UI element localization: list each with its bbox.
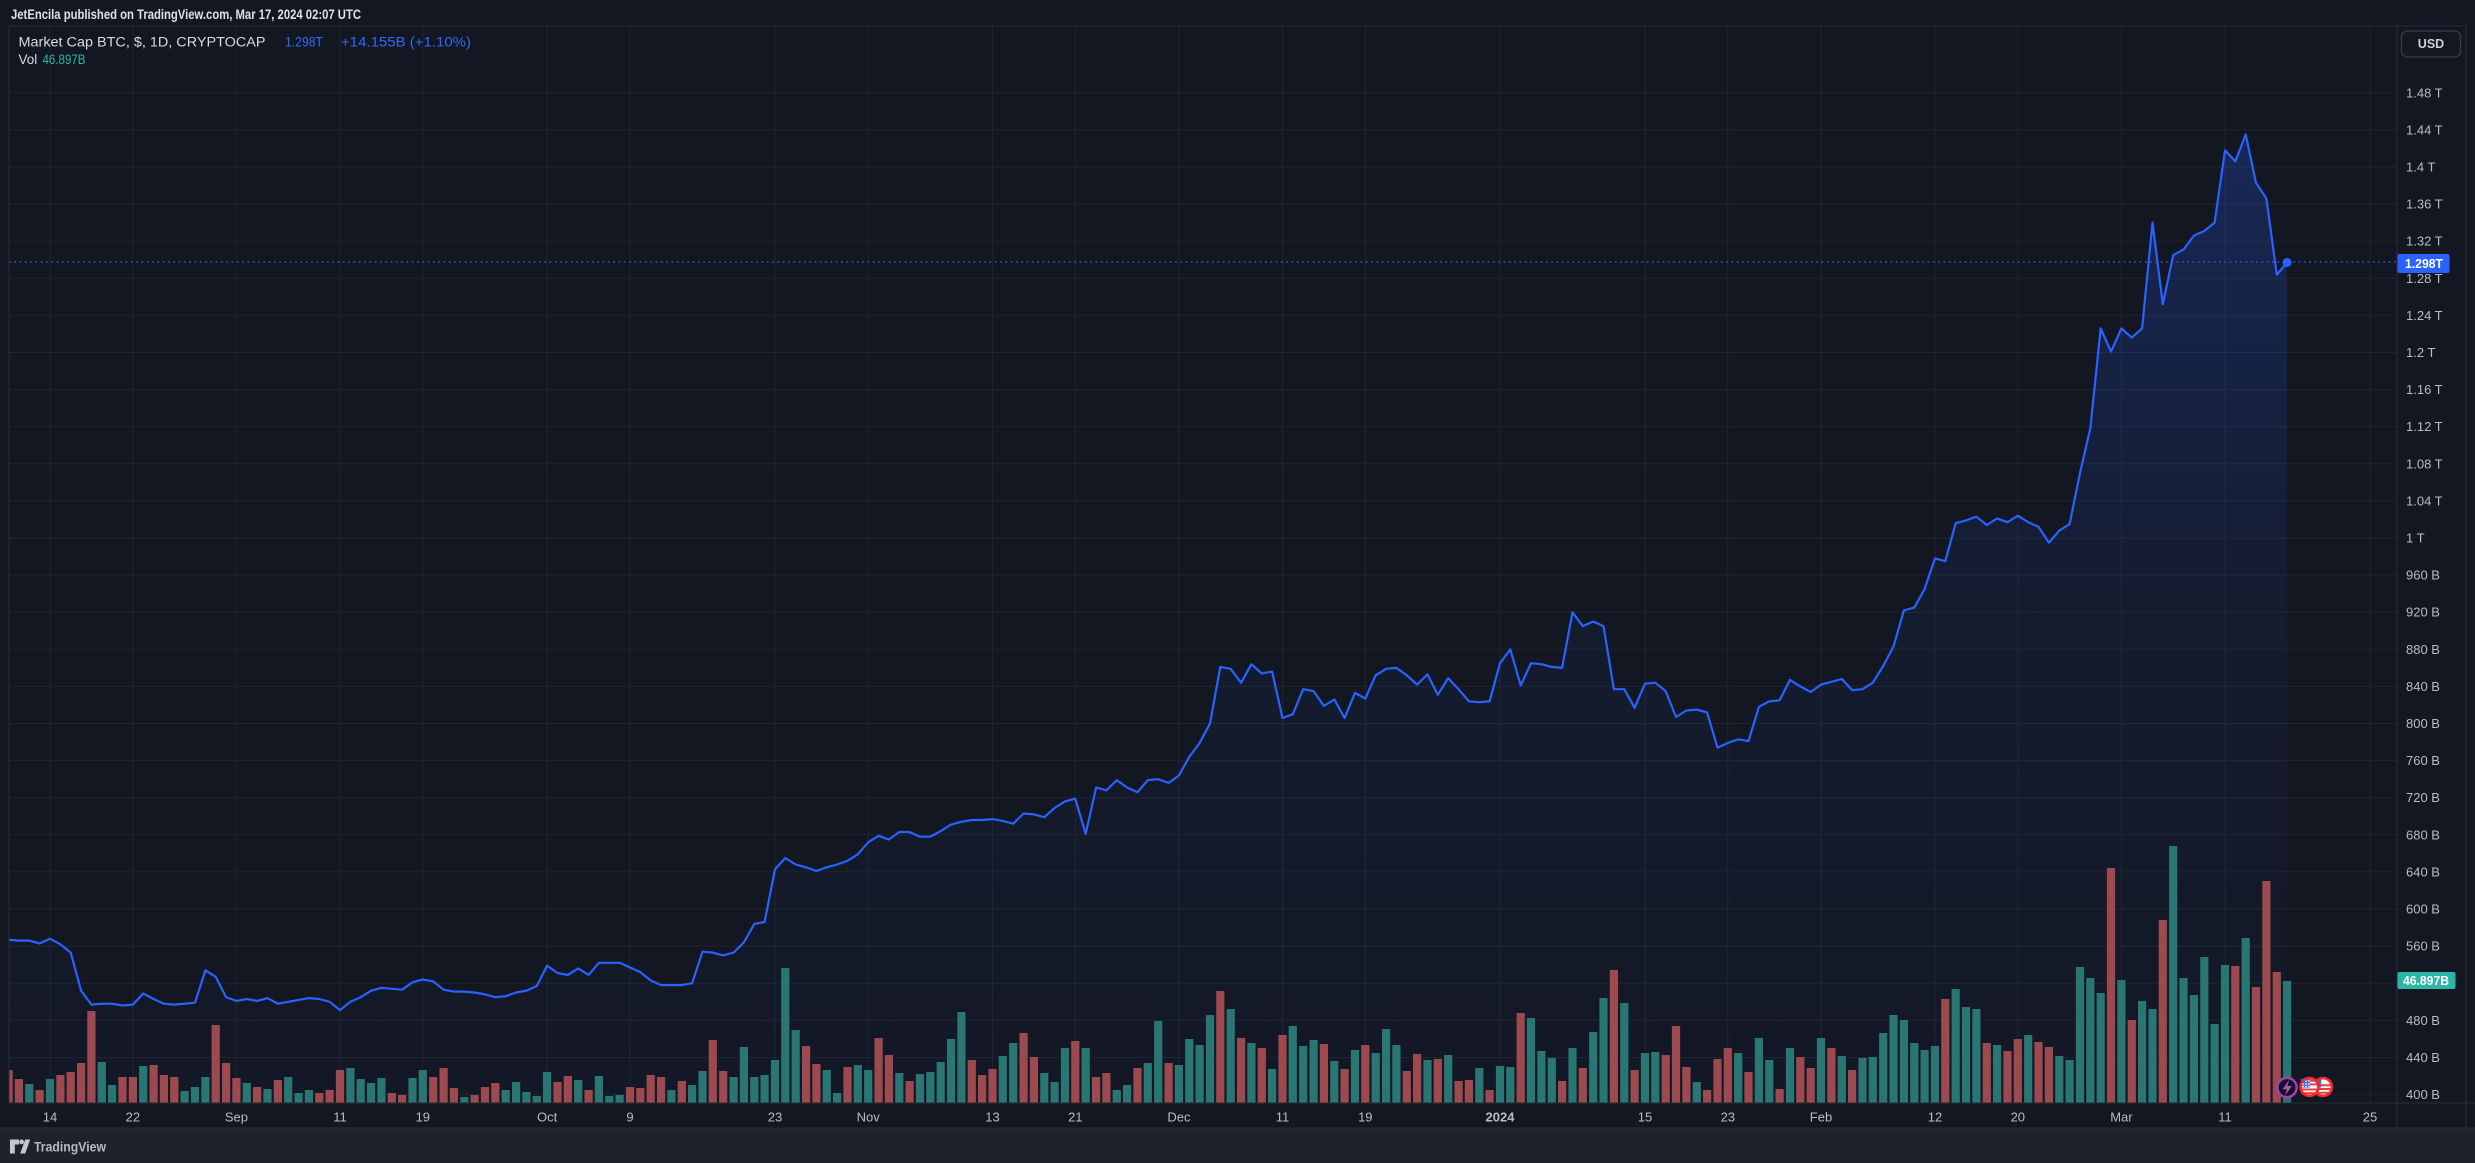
svg-text:11: 11 — [333, 1110, 347, 1125]
svg-text:21: 21 — [1068, 1110, 1082, 1125]
svg-text:Oct: Oct — [537, 1110, 558, 1125]
svg-text:46.897B: 46.897B — [43, 52, 86, 67]
svg-text:880 B: 880 B — [2406, 642, 2440, 657]
svg-text:840 B: 840 B — [2406, 679, 2440, 694]
svg-text:TradingView: TradingView — [34, 1139, 106, 1155]
svg-text:1.32 T: 1.32 T — [2406, 234, 2443, 249]
svg-text:1.44 T: 1.44 T — [2406, 122, 2443, 137]
svg-text:2024: 2024 — [1486, 1110, 1516, 1125]
svg-text:640 B: 640 B — [2406, 864, 2440, 879]
svg-text:680 B: 680 B — [2406, 827, 2440, 842]
svg-text:800 B: 800 B — [2406, 716, 2440, 731]
svg-text:1.24 T: 1.24 T — [2406, 308, 2443, 323]
svg-text:JetEncila published on Trading: JetEncila published on TradingView.com, … — [11, 7, 361, 22]
svg-text:23: 23 — [768, 1110, 782, 1125]
svg-text:Mar: Mar — [2110, 1110, 2133, 1125]
svg-text:1.48 T: 1.48 T — [2406, 85, 2443, 100]
svg-text:Sep: Sep — [225, 1110, 248, 1125]
svg-text:600 B: 600 B — [2406, 902, 2440, 917]
svg-text:USD: USD — [2418, 37, 2444, 51]
svg-text:560 B: 560 B — [2406, 939, 2440, 954]
svg-text:15: 15 — [1638, 1110, 1652, 1125]
svg-text:19: 19 — [1358, 1110, 1372, 1125]
svg-text:22: 22 — [126, 1110, 140, 1125]
svg-text:9: 9 — [626, 1110, 633, 1125]
svg-text:Nov: Nov — [857, 1110, 881, 1125]
svg-text:11: 11 — [1276, 1110, 1290, 1125]
svg-text:11: 11 — [2218, 1110, 2232, 1125]
svg-text:Dec: Dec — [1167, 1110, 1191, 1125]
svg-text:Market Cap BTC, $, 1D, CRYPTOC: Market Cap BTC, $, 1D, CRYPTOCAP — [19, 35, 266, 50]
svg-text:480 B: 480 B — [2406, 1013, 2440, 1028]
svg-text:14: 14 — [43, 1110, 57, 1125]
svg-text:1.08 T: 1.08 T — [2406, 456, 2443, 471]
svg-text:1.4 T: 1.4 T — [2406, 160, 2435, 175]
svg-text:13: 13 — [985, 1110, 999, 1125]
svg-text:Vol: Vol — [19, 52, 38, 67]
svg-text:1 T: 1 T — [2406, 531, 2425, 546]
svg-text:+14.155B (+1.10%): +14.155B (+1.10%) — [341, 35, 471, 50]
svg-text:720 B: 720 B — [2406, 790, 2440, 805]
svg-text:25: 25 — [2363, 1110, 2377, 1125]
svg-text:1.298T: 1.298T — [2405, 256, 2443, 271]
svg-text:19: 19 — [416, 1110, 430, 1125]
svg-text:1.36 T: 1.36 T — [2406, 197, 2443, 212]
svg-text:12: 12 — [1928, 1110, 1942, 1125]
svg-text:960 B: 960 B — [2406, 568, 2440, 583]
svg-text:920 B: 920 B — [2406, 605, 2440, 620]
svg-text:1.2 T: 1.2 T — [2406, 345, 2435, 360]
svg-text:20: 20 — [2011, 1110, 2025, 1125]
svg-text:23: 23 — [1721, 1110, 1735, 1125]
svg-text:1.16 T: 1.16 T — [2406, 382, 2443, 397]
svg-text:440 B: 440 B — [2406, 1050, 2440, 1065]
svg-text:1.298T: 1.298T — [285, 35, 323, 50]
svg-text:1.12 T: 1.12 T — [2406, 419, 2443, 434]
svg-text:400 B: 400 B — [2406, 1087, 2440, 1102]
svg-text:1.04 T: 1.04 T — [2406, 493, 2443, 508]
svg-text:760 B: 760 B — [2406, 753, 2440, 768]
svg-text:Feb: Feb — [1810, 1110, 1832, 1125]
svg-text:46.897B: 46.897B — [2403, 973, 2449, 988]
svg-text:1.28 T: 1.28 T — [2406, 271, 2443, 286]
